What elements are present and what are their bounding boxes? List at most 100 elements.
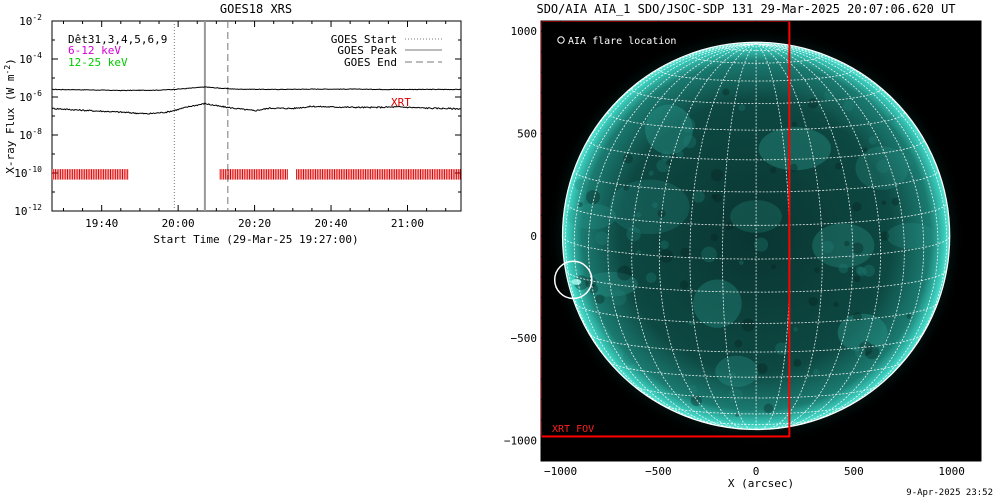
coronal-texture bbox=[838, 263, 849, 274]
legend-goes-start: GOES Start bbox=[331, 33, 397, 46]
legend-12-25kev: 12-25 keV bbox=[68, 56, 128, 69]
active-region-glow bbox=[715, 355, 759, 388]
coronal-texture bbox=[887, 114, 897, 124]
coronal-texture bbox=[680, 247, 691, 258]
xrt-fov-box bbox=[541, 21, 791, 438]
aia-y-tick-label: 0 bbox=[530, 230, 537, 243]
coronal-texture bbox=[595, 231, 609, 245]
coronal-texture bbox=[648, 170, 654, 176]
coronal-texture bbox=[835, 162, 843, 170]
coronal-texture bbox=[857, 266, 867, 277]
coronal-texture bbox=[852, 202, 862, 212]
aia-x-axis-label: X (arcsec) bbox=[728, 477, 794, 490]
lightcurve-title: GOES18 XRS bbox=[220, 2, 292, 16]
coronal-texture bbox=[891, 197, 900, 206]
y-tick-label-base: 10 bbox=[19, 129, 32, 142]
active-region-glow bbox=[758, 127, 832, 171]
coronal-texture bbox=[853, 275, 861, 283]
solar-limb bbox=[561, 41, 951, 431]
coronal-texture bbox=[626, 226, 641, 242]
coronal-texture bbox=[728, 388, 743, 403]
coronal-texture bbox=[791, 121, 797, 127]
aia-flare-location-marker bbox=[553, 260, 593, 300]
y-tick-label: 10-4 bbox=[19, 51, 42, 66]
coronal-texture bbox=[710, 233, 718, 242]
coronal-texture bbox=[844, 240, 850, 247]
lightcurve-y-axis-label: X-ray Flux (W m-2) bbox=[3, 58, 17, 174]
aia-y-tick-label: −1000 bbox=[504, 435, 537, 448]
y-tick-label-exponent: -10 bbox=[28, 165, 43, 174]
active-region-glow bbox=[812, 223, 875, 268]
active-region-glow bbox=[855, 146, 909, 190]
coronal-texture bbox=[864, 344, 880, 360]
legend-goes-end: GOES End bbox=[344, 56, 397, 69]
latitude-line bbox=[562, 235, 950, 260]
coronal-texture bbox=[692, 190, 705, 203]
coronal-texture bbox=[868, 136, 877, 145]
coronal-texture bbox=[577, 201, 583, 208]
coronal-texture bbox=[722, 88, 730, 96]
coronal-texture bbox=[876, 159, 890, 174]
active-region-glow bbox=[693, 279, 742, 328]
coronal-texture bbox=[595, 294, 605, 304]
coronal-texture bbox=[683, 135, 697, 149]
coronal-texture bbox=[771, 264, 776, 270]
coronal-texture bbox=[813, 267, 820, 274]
longitude-line bbox=[756, 43, 939, 419]
lightcurve-legend-right: GOES Start GOES Peak GOES End bbox=[331, 33, 442, 69]
active-region-glow bbox=[609, 179, 690, 235]
xrt-label: XRT bbox=[391, 96, 411, 109]
coronal-texture bbox=[879, 231, 890, 241]
aia-y-tick-label: 1000 bbox=[511, 25, 538, 38]
coronal-texture bbox=[770, 167, 777, 174]
coronal-texture bbox=[665, 160, 671, 166]
y-tick-label-exponent: -6 bbox=[32, 89, 42, 98]
aia-image-title: SDO/AIA AIA_1 SDO/JSOC-SDP 131 29-Mar-20… bbox=[536, 2, 955, 16]
active-region-glow bbox=[730, 200, 782, 233]
goes-flux-curve-short bbox=[52, 102, 461, 115]
active-region-glow bbox=[837, 313, 888, 352]
coronal-texture bbox=[656, 159, 670, 173]
coronal-texture bbox=[881, 200, 886, 205]
coronal-texture bbox=[617, 265, 632, 281]
coronal-texture bbox=[808, 296, 818, 307]
coronal-texture bbox=[821, 240, 834, 254]
aia-x-tick-label: 0 bbox=[753, 465, 760, 478]
lightcurve-x-ticks: 19:40 20:00 20:20 20:40 21:00 bbox=[62, 21, 447, 230]
aia-x-tick-label: −500 bbox=[645, 465, 672, 478]
x-tick-label: 21:00 bbox=[391, 217, 424, 230]
solar-active-regions bbox=[566, 87, 936, 417]
coronal-texture bbox=[789, 163, 798, 172]
coronal-texture bbox=[754, 237, 769, 252]
y-tick-label-exponent: -8 bbox=[32, 127, 42, 136]
coronal-texture bbox=[833, 301, 839, 308]
y-tick-label-base: 10 bbox=[19, 91, 32, 104]
coronal-texture bbox=[730, 371, 736, 378]
aia-image-panel: SDO/AIA AIA_1 SDO/JSOC-SDP 131 29-Mar-20… bbox=[504, 2, 982, 490]
coronal-texture bbox=[622, 352, 636, 366]
x-tick-label: 19:40 bbox=[85, 217, 118, 230]
y-tick-label-base: 10 bbox=[14, 167, 27, 180]
longitude-line bbox=[573, 43, 757, 419]
longitude-line bbox=[755, 43, 791, 430]
goes-event-markers bbox=[173, 21, 229, 211]
coronal-texture bbox=[823, 89, 835, 101]
aia-x-tick-label: −1000 bbox=[544, 465, 577, 478]
longitude-line bbox=[756, 43, 925, 425]
coronal-texture bbox=[807, 98, 819, 109]
coronal-texture bbox=[734, 339, 743, 348]
y-tick-label-exponent: -2 bbox=[32, 13, 42, 22]
flare-legend-label: AIA flare location bbox=[568, 36, 676, 47]
coronal-texture bbox=[657, 209, 666, 218]
coronal-texture bbox=[660, 151, 671, 161]
longitude-line bbox=[587, 43, 757, 425]
coronal-texture bbox=[652, 202, 658, 209]
coronal-texture bbox=[852, 312, 862, 322]
coronal-texture bbox=[902, 153, 916, 167]
coronal-texture bbox=[679, 280, 689, 290]
aia-y-tick-label: −500 bbox=[511, 332, 538, 345]
coronal-texture bbox=[680, 117, 696, 133]
